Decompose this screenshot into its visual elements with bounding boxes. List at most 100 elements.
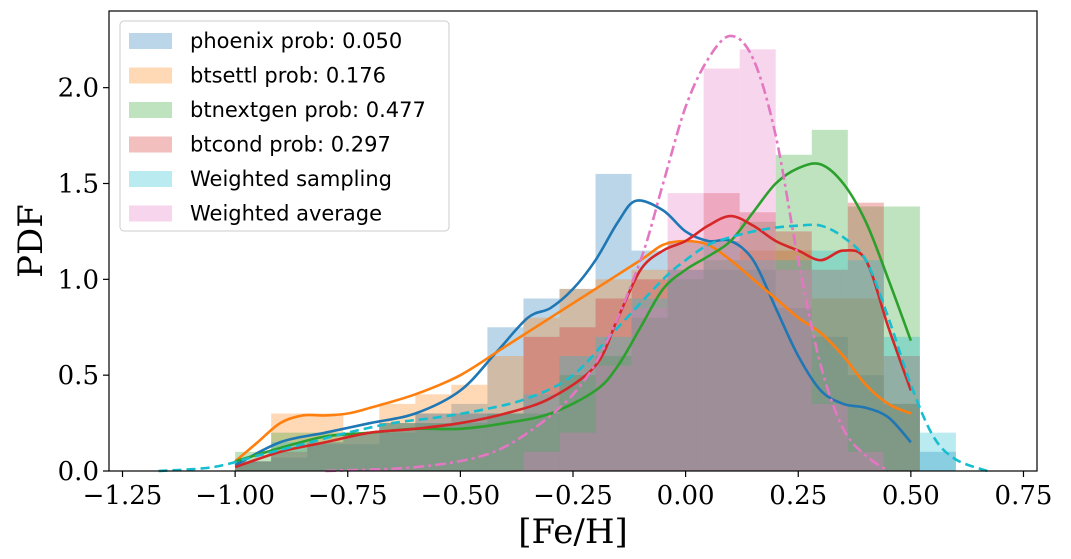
bar-2-6 [451, 423, 488, 471]
bar-5-1 [559, 432, 596, 471]
bar-2-16 [811, 129, 848, 472]
bar-0-3 [343, 444, 380, 471]
bar-3-12 [667, 269, 704, 471]
bar-3-2 [307, 442, 344, 471]
bar-4-19 [919, 432, 956, 471]
bar-0-10 [595, 173, 632, 471]
bar-3-14 [739, 212, 776, 471]
bar-4-3 [343, 432, 380, 471]
y-tick-label-3: 1.5 [58, 170, 99, 200]
bar-0-18 [883, 403, 920, 471]
legend-label-3: btcond prob: 0.297 [190, 133, 391, 157]
kde-line-4 [158, 223, 988, 473]
bar-4-0 [235, 461, 272, 471]
bar-1-15 [775, 250, 812, 471]
bar-1-11 [631, 269, 668, 471]
bar-3-3 [343, 432, 380, 471]
legend-frame [119, 20, 450, 232]
x-tick-label-2: −0.75 [308, 481, 388, 511]
bar-3-1 [271, 451, 308, 471]
legend-label-5: Weighted average [190, 202, 382, 226]
bar-0-13 [703, 269, 740, 471]
x-tick-label-1: −1.00 [195, 481, 275, 511]
bar-2-18 [883, 206, 920, 471]
bar-1-3 [343, 432, 380, 471]
bar-0-6 [451, 403, 488, 471]
bar-3-16 [811, 269, 848, 471]
kde-line-0 [234, 199, 912, 467]
bar-0-0 [235, 461, 272, 471]
axis-ticks: −1.25 −1.00 −0.75 −0.50 −0.25 0.00 0.25 0.50 0.7… [58, 74, 1053, 511]
bar-2-11 [631, 317, 668, 471]
bar-4-15 [775, 260, 812, 471]
bar-4-11 [631, 298, 668, 471]
legend-swatch-4 [129, 171, 172, 187]
y-tick-label-4: 2.0 [58, 74, 99, 104]
bar-4-2 [307, 442, 344, 471]
x-tick-label-4: −0.25 [533, 481, 613, 511]
bar-0-14 [739, 269, 776, 471]
kde-line-5 [325, 34, 890, 473]
bar-3-0 [235, 461, 272, 471]
bar-5-6 [739, 49, 776, 471]
bar-1-16 [811, 298, 848, 471]
bar-3-15 [775, 231, 812, 471]
bar-0-1 [271, 457, 308, 471]
legend-swatch-3 [129, 136, 172, 153]
y-tick-label-1: 0.5 [58, 361, 99, 391]
bar-3-17 [847, 202, 884, 471]
bar-5-9 [847, 451, 884, 471]
bar-4-5 [415, 413, 452, 471]
y-tick-label-2: 1.0 [58, 265, 99, 295]
bar-5-5 [703, 68, 740, 471]
y-axis-label: PDF [11, 204, 51, 278]
bar-0-19 [919, 451, 956, 471]
legend: phoenix prob: 0.050 btsettl prob: 0.176 bt… [119, 20, 450, 232]
x-tick-label-6: 0.25 [769, 481, 827, 511]
kde-line-3 [234, 214, 913, 469]
x-tick-label-7: 0.50 [882, 481, 940, 511]
bar-3-18 [883, 356, 920, 471]
bar-5-3 [631, 308, 668, 471]
legend-swatch-2 [129, 102, 172, 118]
bar-0-2 [307, 444, 344, 471]
bar-5-8 [811, 403, 848, 471]
legend-swatch-5 [129, 205, 172, 222]
bar-1-10 [595, 279, 632, 471]
bar-4-10 [595, 336, 632, 471]
bar-1-18 [883, 403, 920, 471]
x-axis-label: [Fe/H] [518, 512, 628, 552]
bar-0-8 [523, 298, 560, 471]
legend-label-4: Weighted sampling [190, 167, 392, 191]
kde-curves [158, 34, 988, 473]
bar-0-9 [559, 288, 596, 471]
legend-swatch-1 [129, 67, 172, 84]
bar-2-10 [595, 356, 632, 471]
bar-2-14 [739, 221, 776, 471]
bar-1-14 [739, 250, 776, 471]
bar-1-9 [559, 288, 596, 471]
legend-label-0: phoenix prob: 0.050 [190, 29, 402, 53]
bar-5-2 [595, 365, 632, 471]
legend-label-2: btnextgen prob: 0.477 [190, 98, 426, 122]
bar-4-16 [811, 250, 848, 471]
bar-2-13 [703, 260, 740, 471]
bar-4-12 [667, 269, 704, 471]
bar-3-8 [523, 336, 560, 471]
legend-label-1: btsettl prob: 0.176 [190, 64, 386, 88]
bar-0-15 [775, 308, 812, 471]
x-tick-label-8: 0.75 [995, 481, 1053, 511]
bar-5-0 [523, 451, 560, 471]
bar-1-0 [235, 461, 272, 471]
legend-swatch-0 [129, 33, 172, 49]
bar-0-4 [379, 432, 416, 471]
bar-5-4 [667, 193, 704, 472]
x-tick-label-5: 0.00 [657, 481, 715, 511]
bar-2-12 [667, 279, 704, 471]
bar-2-3 [343, 432, 380, 471]
x-tick-label-3: −0.50 [421, 481, 501, 511]
bar-3-5 [415, 413, 452, 471]
y-tick-label-0: 0.0 [58, 457, 99, 487]
bar-4-13 [703, 241, 740, 471]
